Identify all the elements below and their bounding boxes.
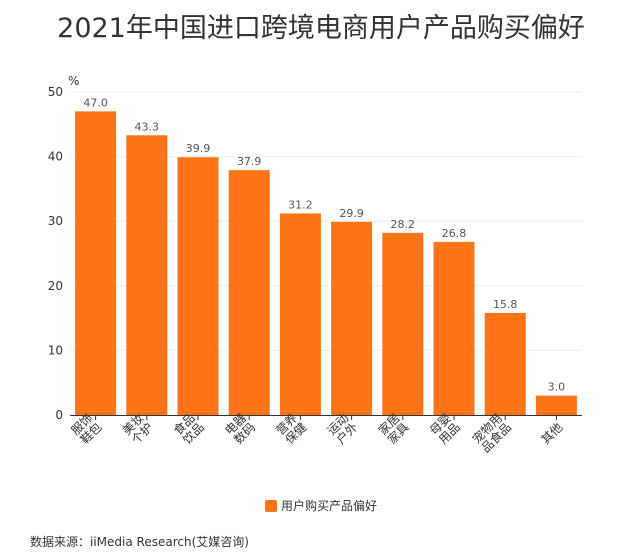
bar <box>177 157 219 415</box>
bar <box>228 170 270 415</box>
x-tick-label: 美妆个护 <box>120 411 156 447</box>
data-label: 39.9 <box>186 142 211 155</box>
x-tick-label: 宠物用品食品 <box>469 410 514 455</box>
y-tick-label: 50 <box>48 85 63 99</box>
data-label: 47.0 <box>83 96 108 109</box>
bar <box>433 241 475 415</box>
data-label: 3.0 <box>548 381 566 394</box>
x-tick-label: 电器数码 <box>222 411 258 447</box>
y-tick-label: 10 <box>48 343 63 357</box>
data-label: 28.2 <box>391 218 416 231</box>
source-note: 数据来源：iiMedia Research(艾媒咨询) <box>30 535 249 549</box>
data-label: 43.3 <box>135 120 160 133</box>
y-tick-label: 0 <box>55 408 63 422</box>
legend-swatch <box>264 499 277 512</box>
legend-label: 用户购买产品偏好 <box>280 499 377 513</box>
bar <box>484 312 526 415</box>
bar <box>279 213 321 415</box>
x-tick-label: 母婴用品 <box>427 411 463 447</box>
y-axis-label: % <box>68 74 79 88</box>
bar <box>75 111 117 415</box>
y-tick-label: 40 <box>48 150 63 164</box>
bar <box>126 135 168 416</box>
data-label: 29.9 <box>339 207 364 220</box>
data-label: 31.2 <box>288 198 313 211</box>
data-label: 15.8 <box>493 298 518 311</box>
x-tick-label-line: 其他 <box>538 420 565 447</box>
y-tick-label: 20 <box>48 279 63 293</box>
data-label: 37.9 <box>237 155 262 168</box>
bar <box>331 221 373 415</box>
chart-title: 2021年中国进口跨境电商用户产品购买偏好 <box>57 13 585 44</box>
bar <box>535 395 577 415</box>
x-tick-label: 服饰鞋包 <box>68 411 104 447</box>
y-tick-label: 30 <box>48 214 63 228</box>
bar <box>382 232 424 415</box>
x-tick-label: 其他 <box>538 420 565 447</box>
x-tick-label: 运动户外 <box>324 411 360 447</box>
data-label: 26.8 <box>442 227 467 240</box>
legend[interactable]: 用户购买产品偏好 <box>0 497 642 514</box>
